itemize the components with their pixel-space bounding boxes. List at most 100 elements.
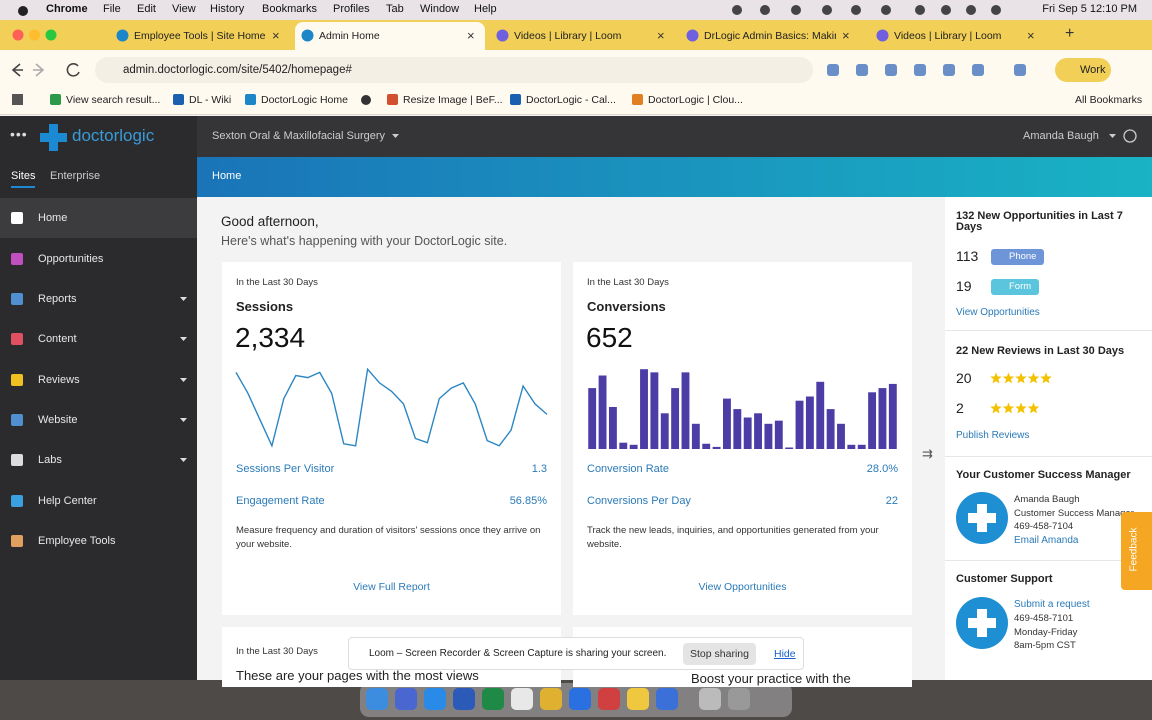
panel-link[interactable]: Submit a request <box>1014 599 1090 610</box>
bookmark[interactable]: View search result... <box>66 94 161 106</box>
nav-item[interactable]: Reports <box>38 293 77 305</box>
collapse-icon[interactable]: ⇉ <box>922 446 933 461</box>
caret-shape <box>1109 134 1116 138</box>
practice-selector[interactable]: Sexton Oral & Maxillofacial Surgery <box>212 130 386 142</box>
star <box>1002 372 1015 384</box>
metric-label: Conversions Per Day <box>587 495 691 507</box>
card-link[interactable]: View Full Report <box>353 581 430 593</box>
tab-close[interactable]: × <box>1027 28 1035 43</box>
bar <box>691 423 700 449</box>
caret <box>1109 134 1116 138</box>
tab-close[interactable]: × <box>272 28 280 43</box>
breadcrumb[interactable]: Home <box>212 170 242 182</box>
panel-link[interactable]: View Opportunities <box>956 307 1040 318</box>
dock-icon <box>482 688 504 710</box>
menu-item[interactable]: Tab <box>386 3 404 15</box>
tab-close[interactable]: × <box>467 28 475 43</box>
menu-item[interactable]: File <box>103 3 121 15</box>
icon-shape <box>11 333 23 345</box>
user-name[interactable]: Amanda Baugh <box>1023 130 1099 142</box>
nav-item[interactable]: Labs <box>38 454 62 466</box>
nav-item[interactable]: Help Center <box>38 495 97 507</box>
address-bar[interactable] <box>95 57 813 83</box>
dots-menu[interactable]: ••• <box>10 126 28 142</box>
tab-favicon <box>686 29 699 42</box>
bookmark[interactable]: DoctorLogic | Clou... <box>648 94 743 106</box>
sidebar-top <box>0 116 197 157</box>
icon-shape <box>11 454 23 466</box>
dock-icon <box>627 688 649 710</box>
panel-title: Your Customer Success Manager <box>956 469 1131 481</box>
bookmark-icon <box>510 94 521 105</box>
panel-link[interactable]: Publish Reviews <box>956 430 1030 441</box>
feedback-tab[interactable] <box>1121 512 1152 590</box>
dock-icon <box>699 688 721 710</box>
star <box>1015 402 1027 414</box>
panel-link[interactable]: Email Amanda <box>1014 535 1079 546</box>
logo-text: doctorlogic <box>72 126 155 145</box>
bookmark-icon <box>632 94 643 105</box>
loom-hide[interactable]: Hide <box>774 648 796 660</box>
bar <box>588 388 597 449</box>
tab-title: Videos | Library | Loom <box>514 30 622 42</box>
extensions <box>827 64 1026 76</box>
nav-item[interactable]: Opportunities <box>38 253 104 265</box>
bar <box>702 443 711 449</box>
dock-icon <box>453 688 475 710</box>
favicon <box>116 29 129 42</box>
nav-icon <box>11 414 23 426</box>
nav-item[interactable]: Home <box>38 212 68 224</box>
profile-chip[interactable] <box>1055 58 1111 82</box>
star <box>1040 372 1052 384</box>
caret <box>180 378 187 382</box>
menu-item[interactable]: History <box>210 3 245 15</box>
menu-item[interactable]: Window <box>420 3 460 15</box>
sidebar-tab[interactable]: Enterprise <box>50 170 101 182</box>
menubar-app: Chrome <box>46 3 88 15</box>
menu-item[interactable]: View <box>172 3 196 15</box>
status-icon <box>881 5 891 15</box>
nav-item[interactable]: Content <box>38 333 77 345</box>
tab-favicon <box>496 29 509 42</box>
card-title: Conversions <box>587 299 666 314</box>
sidebar-tab[interactable]: Sites <box>11 170 36 188</box>
bookmark-icon <box>173 94 184 105</box>
card-link[interactable]: View Opportunities <box>698 581 787 593</box>
menu-item[interactable]: Bookmarks <box>262 3 318 15</box>
bookmark[interactable]: DoctorLogic - Cal... <box>526 94 616 106</box>
icon-shape <box>11 535 23 547</box>
avatar <box>956 492 1008 544</box>
window-button <box>29 29 40 41</box>
dock-icon <box>540 688 562 710</box>
url[interactable]: admin.doctorlogic.com/site/5402/homepage… <box>123 64 352 76</box>
nav-item[interactable]: Reviews <box>38 374 80 386</box>
bar <box>712 446 721 449</box>
bookmark[interactable]: Resize Image | BeF... <box>403 94 503 106</box>
nav-icon <box>11 333 23 345</box>
loom-stop[interactable]: Stop sharing <box>683 643 756 665</box>
bookmark[interactable]: DL - Wiki <box>189 94 232 106</box>
nav-item[interactable]: Employee Tools <box>38 535 116 547</box>
icon-shape <box>11 253 23 265</box>
tab[interactable] <box>295 22 485 50</box>
menu-item[interactable]: Edit <box>137 3 156 15</box>
nav-buttons <box>11 63 80 77</box>
menu-item[interactable]: Profiles <box>333 3 370 15</box>
traffic-lights <box>12 29 57 41</box>
caret-shape <box>180 458 187 462</box>
bookmark[interactable]: DoctorLogic Home <box>261 94 348 106</box>
bar <box>608 407 617 449</box>
all-bookmarks[interactable]: All Bookmarks <box>1075 94 1143 106</box>
nav-item[interactable]: Website <box>38 414 78 426</box>
apple-logo <box>18 6 28 16</box>
bar <box>640 369 648 449</box>
reload <box>66 63 80 77</box>
tab-close[interactable]: × <box>842 28 850 43</box>
menu-item[interactable]: Help <box>474 3 497 15</box>
tab-close[interactable]: × <box>657 28 665 43</box>
metric-value: 28.0% <box>866 463 898 475</box>
bar <box>629 444 638 449</box>
icon-shape <box>11 212 23 224</box>
new-tab[interactable]: + <box>1065 25 1075 42</box>
clock: Fri Sep 5 12:10 PM <box>1042 3 1137 15</box>
